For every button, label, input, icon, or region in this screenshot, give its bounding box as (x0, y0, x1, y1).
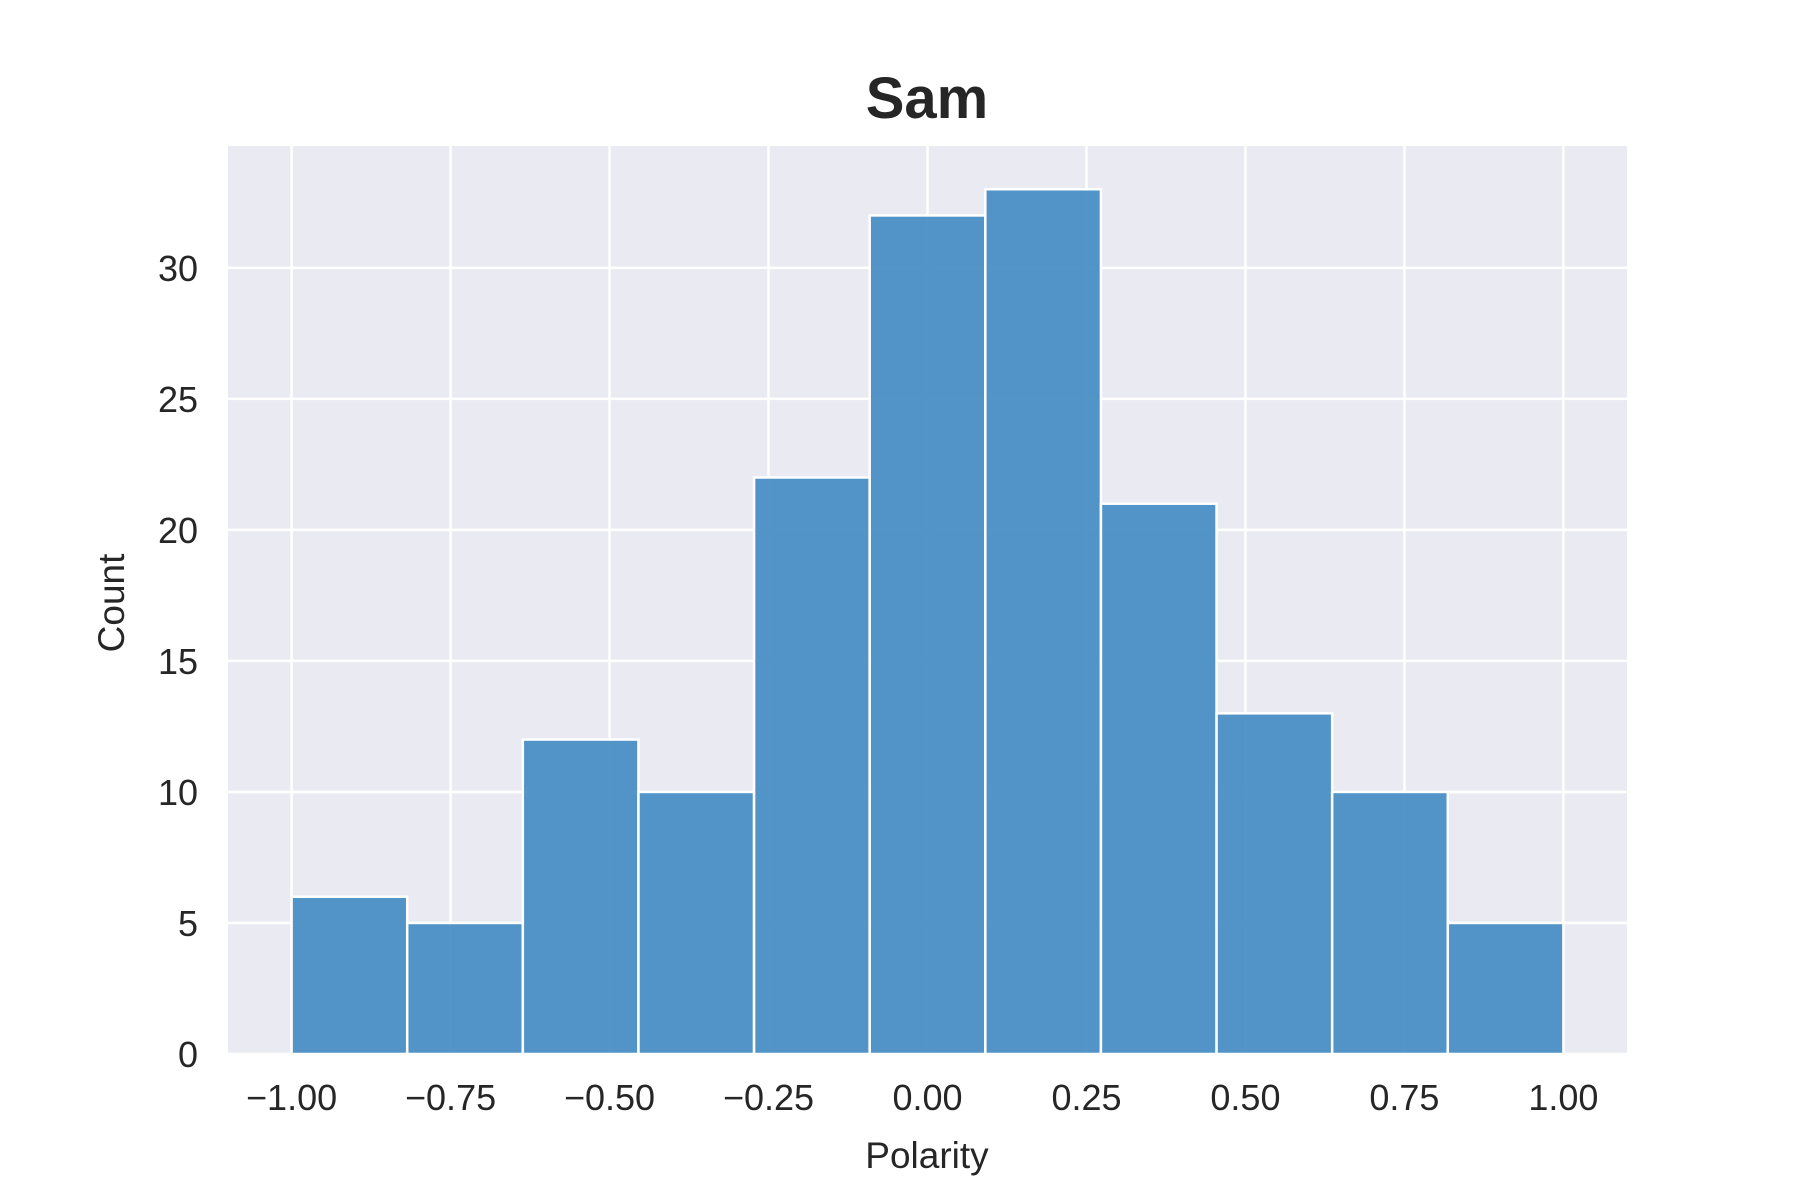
x-axis-label: Polarity (865, 1135, 989, 1176)
y-tick-label: 20 (158, 510, 198, 551)
x-tick-label: −0.50 (564, 1077, 655, 1118)
y-axis-ticks: 0 5 10 15 20 25 30 (158, 248, 198, 1075)
y-tick-label: 30 (158, 248, 198, 289)
y-tick-label: 0 (178, 1034, 198, 1075)
y-tick-label: 5 (178, 903, 198, 944)
x-tick-label: 0.25 (1051, 1077, 1121, 1118)
y-tick-label: 10 (158, 772, 198, 813)
x-tick-label: −1.00 (246, 1077, 337, 1118)
x-tick-label: −0.75 (405, 1077, 496, 1118)
histogram-bar (290, 895, 409, 1056)
histogram-bar (1446, 921, 1565, 1056)
histogram-bar (984, 187, 1103, 1056)
histogram-bar (868, 214, 987, 1056)
histogram-bar (1330, 790, 1450, 1056)
x-tick-label: 1.00 (1528, 1077, 1598, 1118)
histogram-bar (521, 738, 640, 1056)
y-axis-label: Count (91, 553, 132, 652)
histogram-bar (1215, 712, 1334, 1056)
histogram-bar (405, 921, 525, 1056)
chart-title: Sam (866, 66, 989, 131)
x-tick-label: 0.00 (892, 1077, 962, 1118)
bars (290, 187, 1565, 1056)
x-tick-label: 0.50 (1210, 1077, 1280, 1118)
x-tick-label: −0.25 (723, 1077, 814, 1118)
x-tick-label: 0.75 (1369, 1077, 1439, 1118)
y-tick-label: 25 (158, 379, 198, 420)
x-axis-ticks: −1.00 −0.75 −0.50 −0.25 0.00 0.25 0.50 0.75 1.00 (246, 1077, 1598, 1118)
y-tick-label: 15 (158, 641, 198, 682)
histogram-bar (637, 790, 756, 1056)
histogram-bar (752, 476, 871, 1056)
histogram-bar (1099, 502, 1218, 1056)
